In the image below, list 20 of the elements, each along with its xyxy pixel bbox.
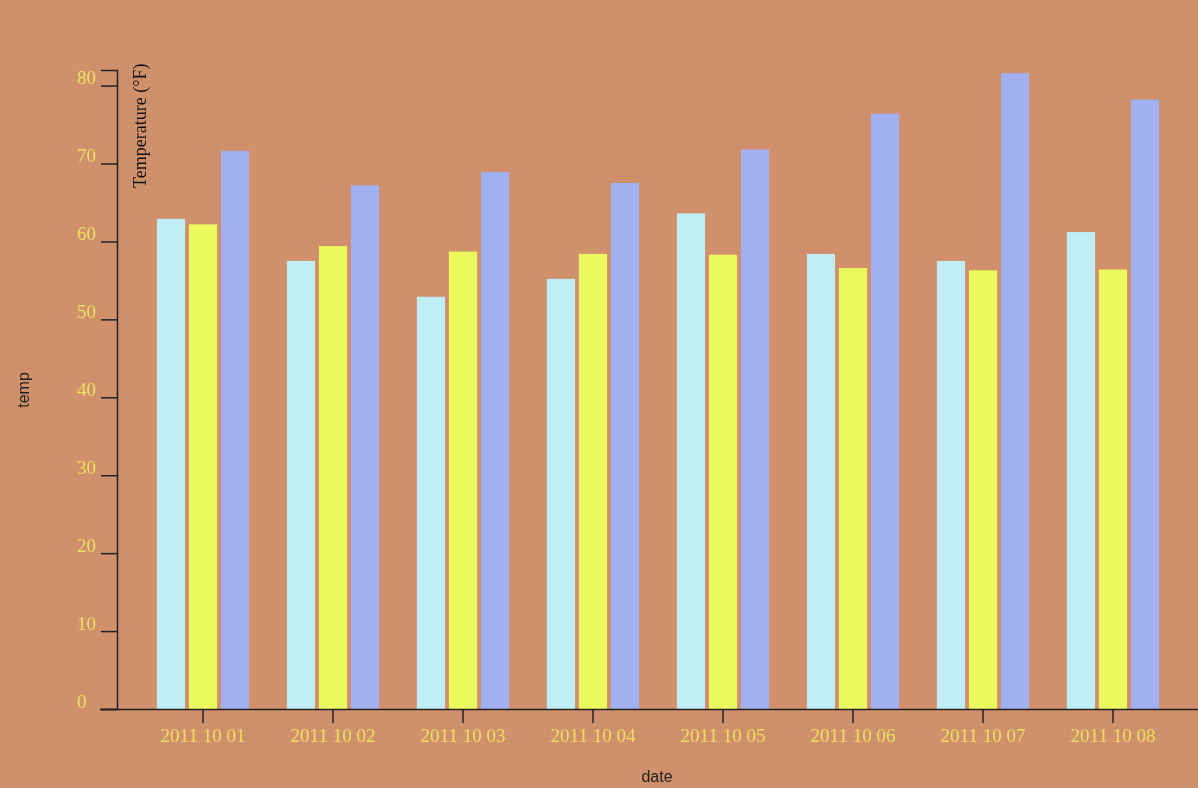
x-tick-label: 2011 10 03 xyxy=(420,725,506,747)
y-tick-label: 60 xyxy=(77,223,96,245)
x-tick-label: 2011 10 08 xyxy=(1070,725,1156,747)
x-tick-label: 2011 10 07 xyxy=(940,725,1026,747)
y-tick-label: 20 xyxy=(77,534,96,556)
x-tick-label: 2011 10 04 xyxy=(550,725,636,747)
annotation: Temperature (°F) xyxy=(130,63,151,188)
y-tick-label: 0 xyxy=(77,690,87,712)
x-tick-label: 2011 10 06 xyxy=(810,725,896,747)
y-tick-label: 40 xyxy=(77,378,96,400)
x-tick-label: 2011 10 02 xyxy=(290,725,376,747)
y-tick-label: 10 xyxy=(77,612,96,634)
y-tick-label: 30 xyxy=(77,456,96,478)
x-tick-label: 2011 10 01 xyxy=(160,725,246,747)
y-tick-label: 50 xyxy=(77,300,96,322)
y-axis-title: temp xyxy=(15,372,32,408)
x-axis-title: date xyxy=(641,768,673,785)
y-tick-label: 80 xyxy=(77,67,96,89)
x-tick-label: 2011 10 05 xyxy=(680,725,766,747)
y-tick-label: 70 xyxy=(77,145,96,167)
